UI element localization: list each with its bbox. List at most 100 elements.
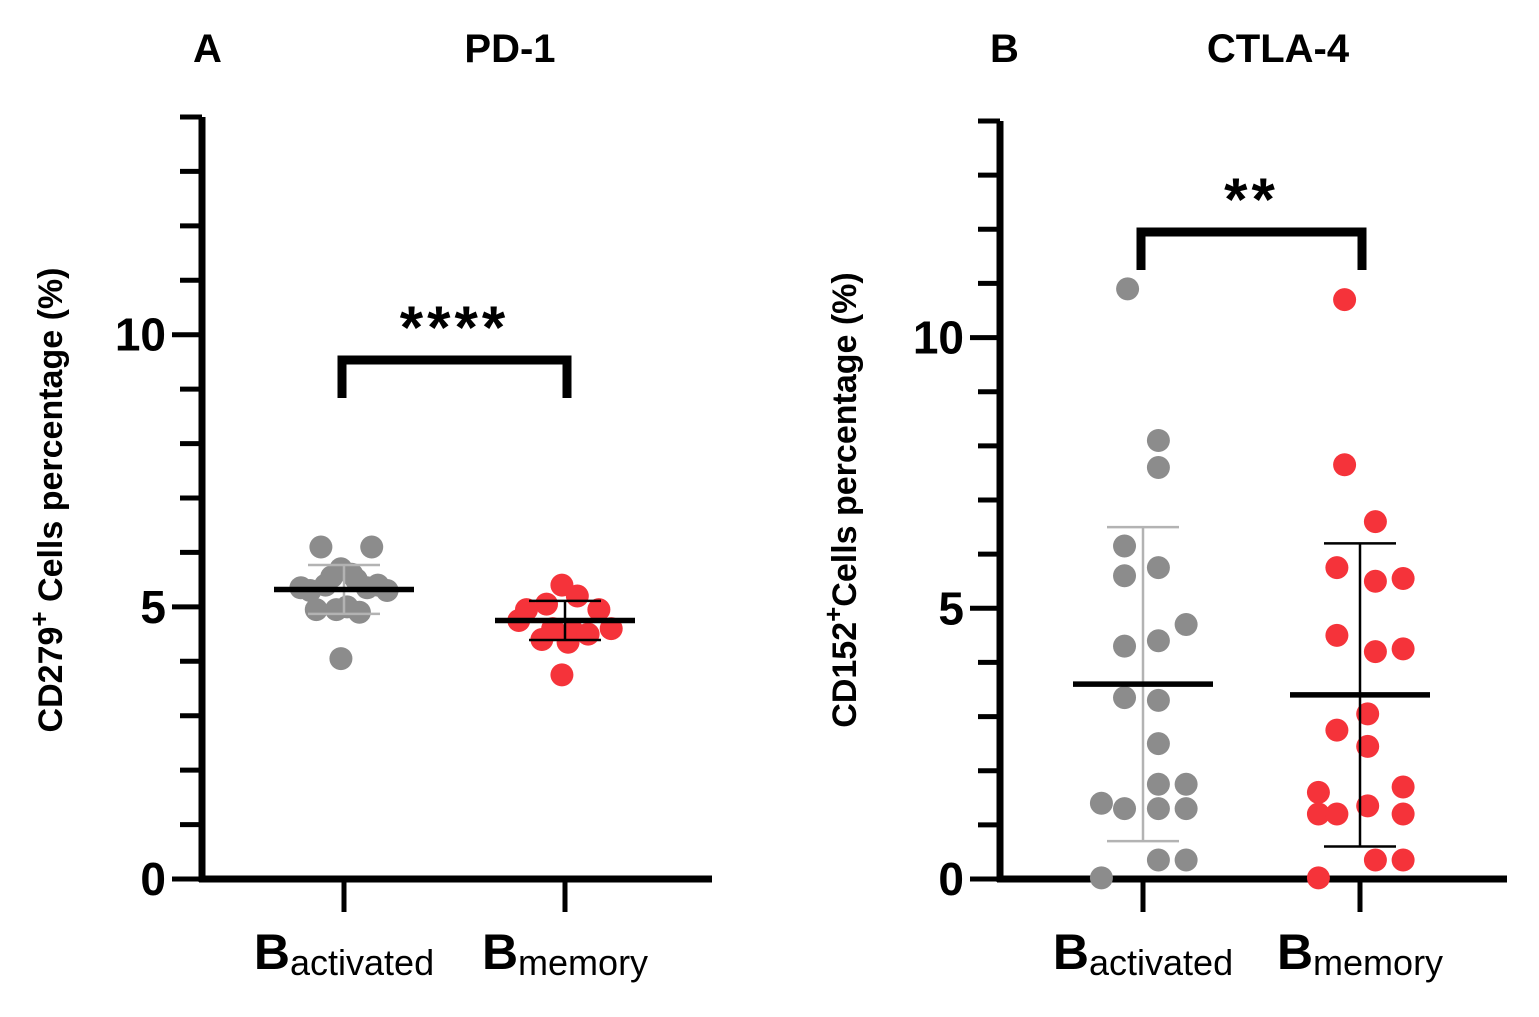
data-point xyxy=(1174,613,1198,637)
data-point xyxy=(1325,623,1349,647)
data-point xyxy=(576,622,600,646)
x-category-sub: activated xyxy=(1089,942,1233,983)
data-point xyxy=(587,598,611,622)
y-ticks: 0 5 10 xyxy=(115,114,202,905)
summary-bars xyxy=(274,563,635,642)
data-points xyxy=(1089,277,1415,890)
chart-title: PD-1 xyxy=(464,27,555,71)
y-axis-label-rest: Cells percentage (%) xyxy=(826,272,864,606)
bracket xyxy=(1136,227,1367,270)
panel-label: A xyxy=(193,27,222,71)
summary-bars xyxy=(1073,525,1430,848)
data-point xyxy=(1089,866,1113,890)
data-point xyxy=(360,535,384,559)
data-point xyxy=(1333,288,1357,312)
data-point xyxy=(1146,688,1170,712)
data-point xyxy=(1356,794,1380,818)
panel-a: A PD-1 CD279+ Cells percentage (%) 0510 … xyxy=(24,27,712,983)
data-point xyxy=(1363,510,1387,534)
data-point xyxy=(309,535,333,559)
data-point xyxy=(1306,866,1330,890)
y-axis-label-sup: + xyxy=(818,607,848,622)
chart-title: CTLA-4 xyxy=(1207,27,1350,71)
data-point xyxy=(1146,772,1170,796)
data-point xyxy=(1306,780,1330,804)
data-point xyxy=(1363,569,1387,593)
data-point xyxy=(1113,797,1137,821)
data-point xyxy=(1333,453,1357,477)
data-point xyxy=(1146,556,1170,580)
x-categories: Bactivated Bmemory xyxy=(1053,879,1443,983)
axes xyxy=(198,117,712,883)
data-point xyxy=(1356,734,1380,758)
data-point xyxy=(1363,848,1387,872)
data-point xyxy=(1363,640,1387,664)
data-point xyxy=(550,663,574,687)
data-point xyxy=(1146,732,1170,756)
data-point xyxy=(1146,456,1170,480)
data-point xyxy=(304,598,328,622)
x-category-sub: activated xyxy=(290,942,434,983)
x-category-main: B xyxy=(254,924,290,980)
x-category-label: Bmemory xyxy=(1277,924,1443,983)
x-category-label: Bactivated xyxy=(1053,924,1233,983)
y-tick-label: 5 xyxy=(938,582,964,634)
data-points xyxy=(289,535,623,687)
data-point xyxy=(1325,718,1349,742)
x-category-label: Bactivated xyxy=(254,924,434,983)
data-point xyxy=(1146,848,1170,872)
y-tick-label: 10 xyxy=(115,309,166,361)
data-point xyxy=(1174,797,1198,821)
significance-bracket: **** xyxy=(337,294,572,398)
y-axis-label-rest: Cells percentage (%) xyxy=(32,268,70,612)
x-category-sub: memory xyxy=(518,942,648,983)
x-category-main: B xyxy=(482,924,518,980)
significance-bracket: ** xyxy=(1136,166,1367,270)
data-point xyxy=(1391,775,1415,799)
data-point xyxy=(1356,702,1380,726)
data-point xyxy=(556,630,580,654)
data-point xyxy=(1089,791,1113,815)
data-point xyxy=(1113,634,1137,658)
x-category-label: Bmemory xyxy=(482,924,648,983)
data-point xyxy=(1391,802,1415,826)
data-point xyxy=(1146,797,1170,821)
data-point xyxy=(314,573,338,597)
data-point xyxy=(1391,567,1415,591)
data-point xyxy=(1113,564,1137,588)
data-point xyxy=(1391,637,1415,661)
data-point xyxy=(1325,556,1349,580)
data-point xyxy=(1113,686,1137,710)
y-tick-label: 5 xyxy=(140,581,166,633)
significance-stars: ** xyxy=(1224,166,1279,233)
data-point xyxy=(1306,802,1330,826)
y-ticks: 0 5 10 xyxy=(913,118,1000,905)
data-point xyxy=(535,592,559,616)
significance-stars: **** xyxy=(400,294,509,361)
x-category-sub: memory xyxy=(1313,942,1443,983)
data-point xyxy=(1146,629,1170,653)
x-category-main: B xyxy=(1053,924,1089,980)
y-axis-label: CD152+Cells percentage (%) xyxy=(818,272,864,727)
y-axis-label: CD279+ Cells percentage (%) xyxy=(24,268,70,733)
data-point xyxy=(1391,848,1415,872)
data-point xyxy=(1325,802,1349,826)
data-point xyxy=(1113,534,1137,558)
data-point xyxy=(1174,848,1198,872)
data-point xyxy=(1146,428,1170,452)
y-axis-label-sup: + xyxy=(24,611,54,626)
y-tick-label: 10 xyxy=(913,312,964,364)
data-point xyxy=(329,647,353,671)
data-point xyxy=(347,600,371,624)
y-tick-label: 0 xyxy=(938,853,964,905)
bracket xyxy=(337,355,572,398)
x-categories: Bactivated Bmemory xyxy=(254,879,648,983)
data-point xyxy=(1116,277,1140,301)
data-point xyxy=(1174,772,1198,796)
panel-b: B CTLA-4 CD152+Cells percentage (%) 0 5 10… xyxy=(818,27,1507,983)
panel-label: B xyxy=(990,27,1019,71)
x-category-main: B xyxy=(1277,924,1313,980)
data-point xyxy=(565,584,589,608)
y-tick-label: 0 xyxy=(140,853,166,905)
